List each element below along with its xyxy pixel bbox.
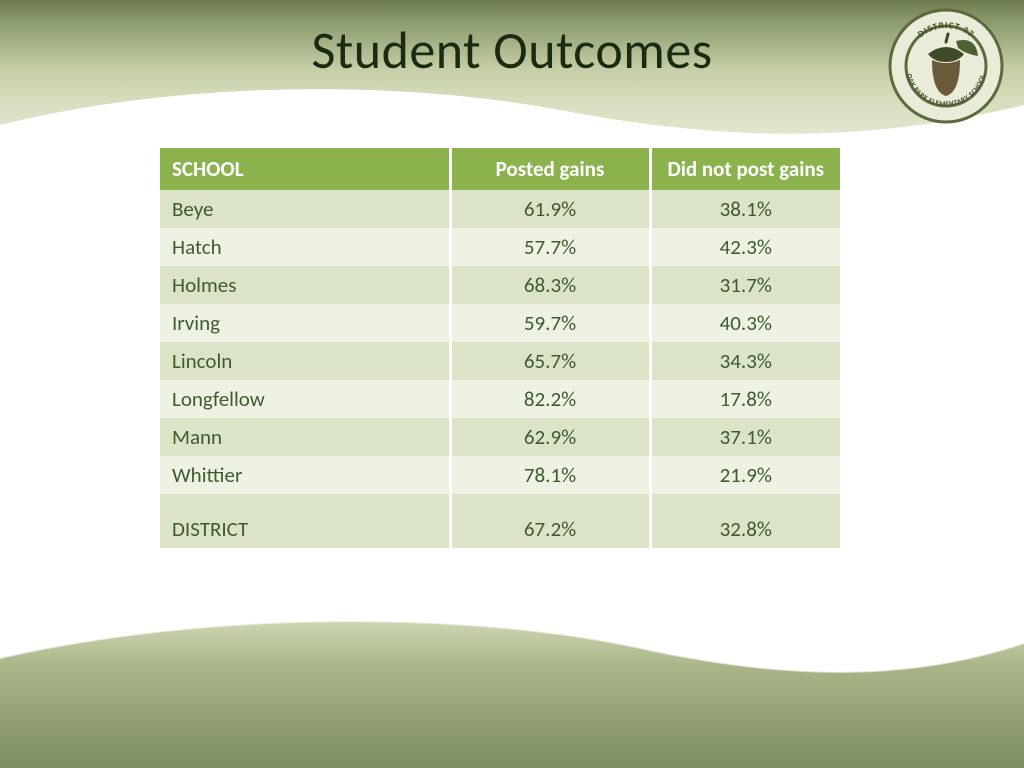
column-header: Did not post gains (650, 148, 840, 190)
cell-gains: 78.1% (450, 456, 650, 494)
table-row: Whittier78.1%21.9% (160, 456, 840, 494)
table-row: Beye61.9%38.1% (160, 190, 840, 228)
district-logo: DISTRICT 97 OAK PARK ELEMENTARY SCHOOL (886, 6, 1006, 126)
cell-not: 37.1% (650, 418, 840, 456)
cell-gains: 59.7% (450, 304, 650, 342)
cell-gains: 62.9% (450, 418, 650, 456)
cell-school: Beye (160, 190, 450, 228)
cell-school: Irving (160, 304, 450, 342)
cell-school: Mann (160, 418, 450, 456)
cell-gains: 67.2% (450, 494, 650, 548)
cell-school: Lincoln (160, 342, 450, 380)
cell-gains: 57.7% (450, 228, 650, 266)
outcomes-table-container: SCHOOLPosted gainsDid not post gains Bey… (160, 148, 840, 548)
table-header-row: SCHOOLPosted gainsDid not post gains (160, 148, 840, 190)
cell-not: 32.8% (650, 494, 840, 548)
cell-gains: 61.9% (450, 190, 650, 228)
page-title: Student Outcomes (0, 18, 1024, 82)
cell-not: 42.3% (650, 228, 840, 266)
cell-not: 40.3% (650, 304, 840, 342)
table-row: Holmes68.3%31.7% (160, 266, 840, 304)
cell-not: 31.7% (650, 266, 840, 304)
cell-school: Hatch (160, 228, 450, 266)
cell-not: 21.9% (650, 456, 840, 494)
cell-not: 34.3% (650, 342, 840, 380)
column-header: SCHOOL (160, 148, 450, 190)
table-row: Irving59.7%40.3% (160, 304, 840, 342)
footer-band (0, 618, 1024, 768)
table-row: Longfellow82.2%17.8% (160, 380, 840, 418)
table-row: Hatch57.7%42.3% (160, 228, 840, 266)
cell-school: Longfellow (160, 380, 450, 418)
outcomes-table: SCHOOLPosted gainsDid not post gains Bey… (160, 148, 840, 548)
cell-gains: 82.2% (450, 380, 650, 418)
cell-not: 17.8% (650, 380, 840, 418)
cell-gains: 68.3% (450, 266, 650, 304)
table-row: DISTRICT67.2%32.8% (160, 494, 840, 548)
cell-school: Holmes (160, 266, 450, 304)
cell-school: DISTRICT (160, 494, 450, 548)
table-body: Beye61.9%38.1%Hatch57.7%42.3%Holmes68.3%… (160, 190, 840, 548)
table-row: Lincoln65.7%34.3% (160, 342, 840, 380)
cell-gains: 65.7% (450, 342, 650, 380)
column-header: Posted gains (450, 148, 650, 190)
table-row: Mann62.9%37.1% (160, 418, 840, 456)
cell-school: Whittier (160, 456, 450, 494)
cell-not: 38.1% (650, 190, 840, 228)
